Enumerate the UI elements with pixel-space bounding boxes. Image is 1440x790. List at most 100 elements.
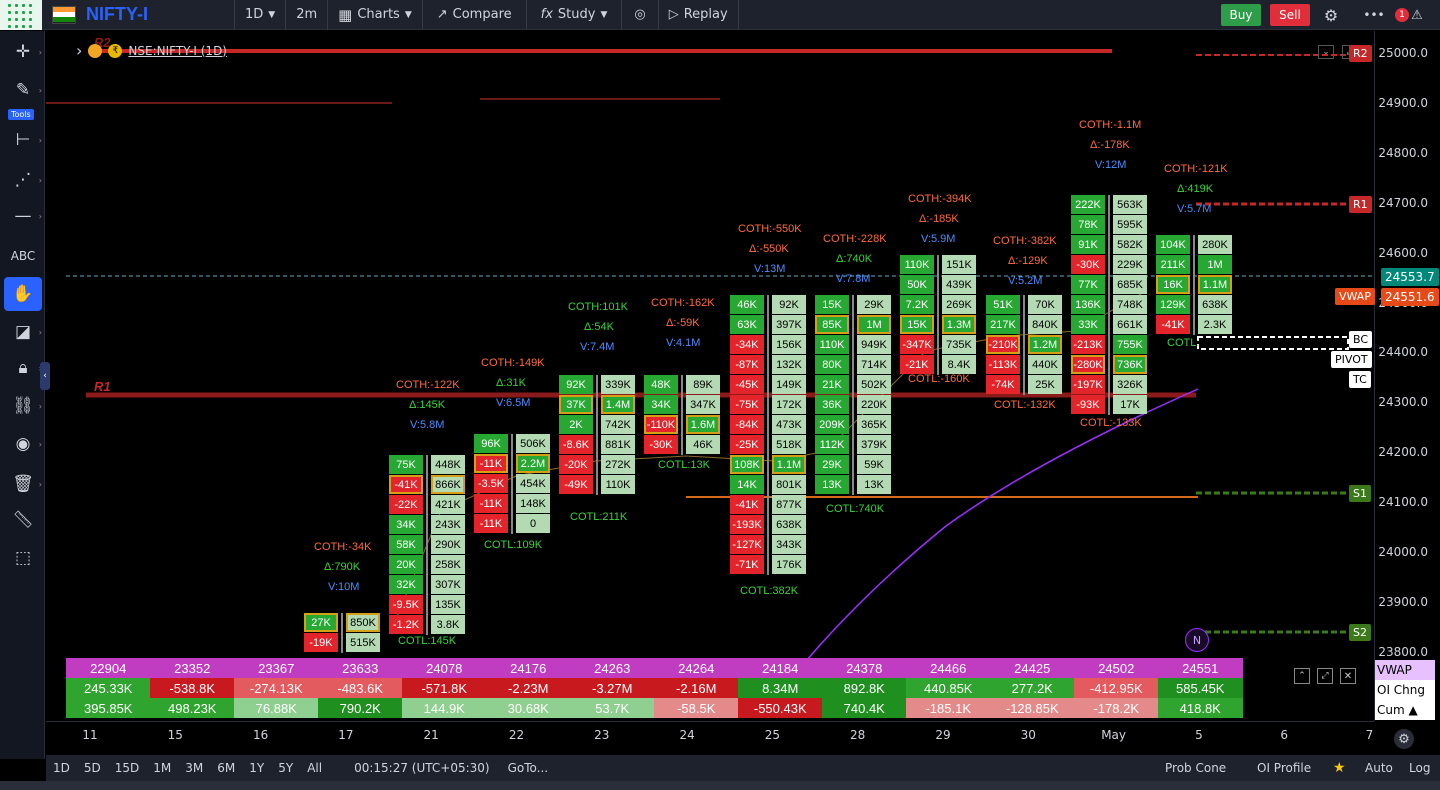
instagram-button[interactable]: ◎ [622, 0, 657, 30]
play-icon: ▷ [668, 7, 679, 22]
chevron-right-icon[interactable]: › [76, 41, 83, 60]
ruler-tool[interactable]: 📏︎ [4, 503, 42, 537]
log-button[interactable]: Log [1409, 761, 1431, 775]
range-1d[interactable]: 1D [53, 761, 70, 775]
cumulative-row: 395.85K 498.23K 76.88K 790.2K 144.9K 30.68K 53… [66, 698, 1243, 718]
india-flag-icon [52, 5, 76, 24]
goto-button[interactable]: GoTo... [507, 761, 549, 775]
crosshair-icon: ✛ [15, 42, 31, 62]
candle-wick [1193, 235, 1195, 335]
volume-cell: 2.3K [1198, 315, 1232, 334]
symbol-name[interactable]: NIFTY-I [86, 4, 148, 24]
table-cell: 395.85K [66, 698, 151, 718]
candle-wick [852, 295, 854, 495]
range-15d[interactable]: 15D [114, 761, 140, 775]
separator [737, 0, 739, 30]
clock[interactable]: 00:15:27 (UTC+05:30) [354, 761, 490, 775]
chevron-up-icon[interactable]: ⌃ [1294, 668, 1310, 684]
range-1m[interactable]: 1M [153, 761, 172, 775]
range-all[interactable]: All [307, 761, 323, 775]
oi-profile-button[interactable]: OI Profile [1257, 761, 1312, 775]
chart-area[interactable]: › ₹ NSE:NIFTY-I (1D) R2 R1 27K -19K 850K 51… [46, 31, 1374, 721]
horizontal-line-tool[interactable]: — › [4, 199, 43, 233]
more-options-icon[interactable]: ••• [1363, 8, 1385, 22]
delta-cell: -41K [730, 495, 764, 514]
crosshair-tool[interactable]: ✛ › [4, 35, 42, 69]
n-marker[interactable]: N [1185, 628, 1209, 652]
candle-annotation: COTH:-34K [314, 541, 372, 553]
measure-tool[interactable]: ◪ › [4, 315, 42, 349]
collapse-icon[interactable]: ⌄ [1318, 45, 1334, 59]
range-6m[interactable]: 6M [217, 761, 236, 775]
volume-cell: 439K [942, 275, 976, 294]
lock-tool[interactable]: 🔒︎› [4, 351, 42, 385]
prob-cone-button[interactable]: Prob Cone [1165, 761, 1227, 775]
candle-wick [596, 375, 598, 495]
expand-icon[interactable]: ⤢ [1317, 668, 1333, 684]
chevron-right-icon: › [38, 439, 42, 449]
price-axis[interactable]: 25000.024900.024800.024700.024600.024500… [1331, 31, 1440, 721]
buy-button[interactable]: Buy [1221, 4, 1261, 26]
visibility-tool[interactable]: ◉ › [4, 427, 42, 461]
pattern-tool[interactable]: ⋰ › [4, 163, 43, 197]
screenshot-tool[interactable]: ⬚ [4, 541, 42, 575]
pencil-tool[interactable]: ✎ › [4, 73, 42, 107]
text-tool[interactable]: ABC [4, 239, 42, 273]
volume-cell: 736K [1113, 355, 1147, 374]
warning-icon[interactable]: ⚠ [1411, 7, 1423, 23]
delta-cell: -21K [900, 355, 934, 374]
volume-cell: 156K [772, 335, 806, 354]
delete-tool[interactable]: 🗑︎ › [4, 467, 42, 501]
s1-tag: S1 [1349, 485, 1371, 502]
sub-interval-button[interactable]: 2m [296, 7, 318, 22]
vwap-tag: VWAP [1335, 288, 1375, 305]
sell-button[interactable]: Sell [1270, 4, 1310, 26]
interval-dropdown[interactable]: 1D ▼ [235, 0, 285, 30]
cum-label[interactable]: Cum ▲ [1375, 700, 1435, 720]
volume-cell: 269K [942, 295, 976, 314]
delta-cell: 77K [1071, 275, 1105, 294]
close-icon[interactable]: ✕ [1340, 668, 1356, 684]
time-axis[interactable]: 11 15 16 17 21 22 23 24 25 28 29 30 May 5 6 7 ⚙ [46, 721, 1414, 755]
compare-button[interactable]: ↗ Compare [423, 0, 526, 30]
replay-button[interactable]: ▷ Replay [659, 0, 738, 30]
volume-cell: 421K [431, 495, 465, 514]
delta-cell: 50K [900, 275, 934, 294]
settings-gear-icon[interactable]: ⚙ [1323, 5, 1339, 25]
study-button[interactable]: fx Study ▼ [527, 0, 622, 30]
range-3m[interactable]: 3M [185, 761, 204, 775]
charts-button[interactable]: ▦ Charts ▼ [328, 0, 422, 30]
auto-button[interactable]: Auto [1365, 761, 1393, 775]
legend-symbol[interactable]: NSE:NIFTY-I (1D) [128, 43, 227, 58]
settings-gear-icon[interactable]: ⚙ [1394, 729, 1414, 749]
pan-tool[interactable]: ✋ [4, 277, 42, 311]
link-tool[interactable]: ⛓ › [4, 389, 42, 423]
delta-cell: -25K [730, 435, 764, 454]
candle-wick [937, 255, 939, 375]
range-5d[interactable]: 5D [83, 761, 101, 775]
oi-change-label[interactable]: OI Chng [1375, 680, 1435, 700]
star-icon[interactable]: ★ [1333, 760, 1346, 776]
vwap-label[interactable]: VWAP [1375, 660, 1435, 680]
lock-icon: 🔒︎ [18, 358, 28, 378]
table-cell: 740.4K [822, 698, 907, 718]
delta-cell: 33K [1071, 315, 1105, 334]
trendline-tool[interactable]: ⊢ › [4, 123, 42, 157]
delta-cell: 80K [815, 355, 849, 374]
volume-cell: 379K [857, 435, 891, 454]
left-collapse-handle[interactable]: ‹ [40, 362, 50, 390]
candle-annotation: Δ:31K [496, 377, 526, 389]
candle-annotation: COTH:-394K [908, 193, 972, 205]
last-price-tag: 24553.7 [1381, 268, 1439, 286]
table-cell: -274.13K [234, 678, 319, 698]
time-tick: 6 [1280, 728, 1289, 742]
candle-annotation: COTL:13K [658, 459, 710, 471]
range-5y[interactable]: 5Y [278, 761, 294, 775]
candle-annotation: V:4.1M [666, 337, 701, 349]
volume-cell: 151K [942, 255, 976, 274]
delta-cell: 13K [815, 475, 849, 494]
range-1y[interactable]: 1Y [249, 761, 265, 775]
delta-cell: 36K [815, 395, 849, 414]
data-table-labels: VWAP OI Chng Cum ▲ [1375, 660, 1435, 720]
app-logo[interactable] [0, 0, 42, 30]
